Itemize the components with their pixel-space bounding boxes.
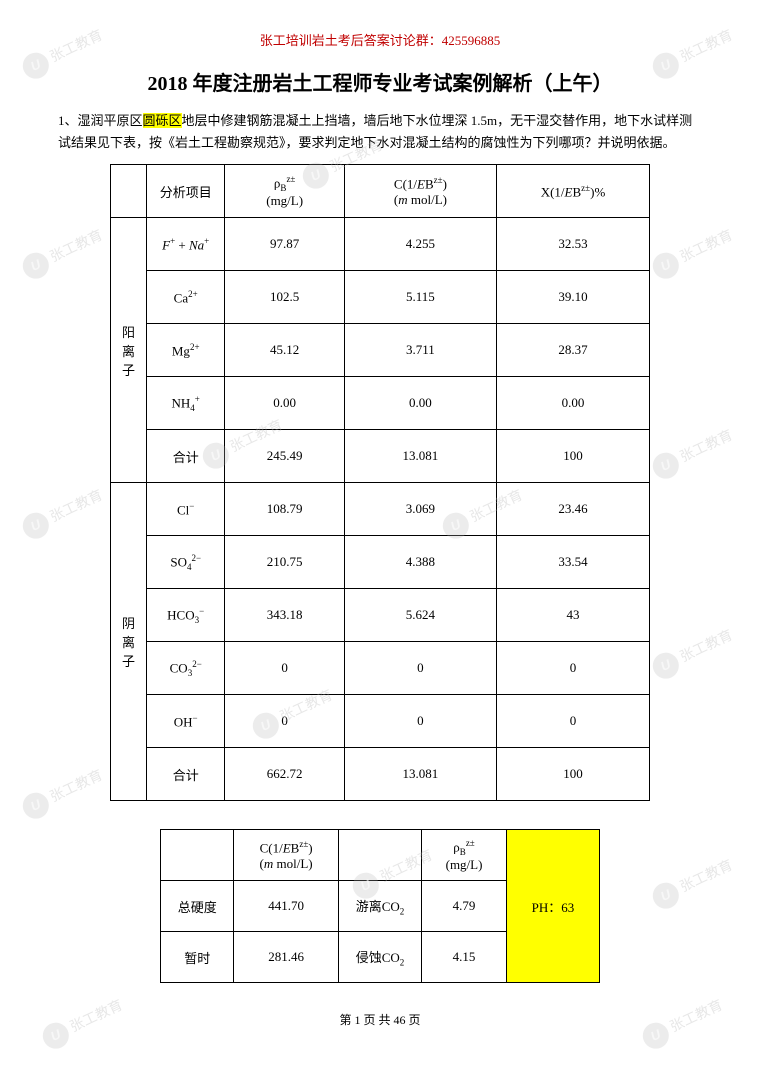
table-row: NH4+0.000.000.00 <box>111 377 650 430</box>
cell: 100 <box>497 430 650 483</box>
cell: 0.00 <box>497 377 650 430</box>
cell: 3.711 <box>344 324 496 377</box>
main-table: 分析项目 ρBz±(mg/L) C(1/EBz±)(m mol/L) X(1/E… <box>110 164 650 801</box>
cell: 43 <box>497 589 650 642</box>
cell: 441.70 <box>234 881 338 932</box>
cell: 97.87 <box>225 218 344 271</box>
question-text: 1、湿润平原区圆砾区地层中修建钢筋混凝土上挡墙，墙后地下水位埋深 1.5m，无干… <box>58 110 702 154</box>
cell: 210.75 <box>225 536 344 589</box>
cell: 100 <box>497 748 650 801</box>
cell: 0 <box>225 695 344 748</box>
table-row: 合计245.4913.081100 <box>111 430 650 483</box>
header-rho: ρBz±(mg/L) <box>225 165 344 218</box>
cell: 5.115 <box>344 271 496 324</box>
cell: 662.72 <box>225 748 344 801</box>
cell: 39.10 <box>497 271 650 324</box>
cell: 13.081 <box>344 430 496 483</box>
cell: 合计 <box>146 748 225 801</box>
cell: 0.00 <box>344 377 496 430</box>
cell: 343.18 <box>225 589 344 642</box>
table-row: 合计662.7213.081100 <box>111 748 650 801</box>
cell: 102.5 <box>225 271 344 324</box>
cell: Mg2+ <box>146 324 225 377</box>
cell: 游离CO2 <box>338 881 421 932</box>
cell: 3.069 <box>344 483 496 536</box>
blank-cell <box>338 830 421 881</box>
cell: HCO3− <box>146 589 225 642</box>
cell: 4.15 <box>422 932 507 983</box>
cell: 侵蚀CO2 <box>338 932 421 983</box>
question-prefix: 1、湿润平原区 <box>58 113 143 128</box>
cell: 23.46 <box>497 483 650 536</box>
table-row: Ca2+102.55.11539.10 <box>111 271 650 324</box>
cell: 4.79 <box>422 881 507 932</box>
page-footer: 第 1 页 共 46 页 <box>58 1011 702 1028</box>
ph-cell: PH：63 <box>506 830 599 983</box>
blank-cell <box>161 830 234 881</box>
table-row: C(1/EBz±)(m mol/L) ρBz±(mg/L) PH：63 <box>161 830 600 881</box>
question-highlight: 圆砾区 <box>143 113 182 128</box>
cell: F+ + Na+ <box>146 218 225 271</box>
cell: 108.79 <box>225 483 344 536</box>
table-row: 阳离子F+ + Na+97.874.25532.53 <box>111 218 650 271</box>
cell: 合计 <box>146 430 225 483</box>
cell: 总硬度 <box>161 881 234 932</box>
blank-cell <box>111 165 147 218</box>
cell: 32.53 <box>497 218 650 271</box>
cell: 4.388 <box>344 536 496 589</box>
table-row: Mg2+45.123.71128.37 <box>111 324 650 377</box>
cell: 45.12 <box>225 324 344 377</box>
cell: 245.49 <box>225 430 344 483</box>
document-page: 张工培训岩土考后答案讨论群：425596885 2018 年度注册岩土工程师专业… <box>0 0 760 1028</box>
cell: 13.081 <box>344 748 496 801</box>
cell: 5.624 <box>344 589 496 642</box>
cell: Ca2+ <box>146 271 225 324</box>
header-item: 分析项目 <box>146 165 225 218</box>
cell: CO32− <box>146 642 225 695</box>
cell: 0 <box>225 642 344 695</box>
cell: 0 <box>497 695 650 748</box>
cell: 4.255 <box>344 218 496 271</box>
header-c: C(1/EBz±)(m mol/L) <box>344 165 496 218</box>
header-c2: C(1/EBz±)(m mol/L) <box>234 830 338 881</box>
header-x: X(1/EBz±)% <box>497 165 650 218</box>
table-row: SO42−210.754.38833.54 <box>111 536 650 589</box>
cell: Cl− <box>146 483 225 536</box>
page-title: 2018 年度注册岩土工程师专业考试案例解析（上午） <box>58 67 702 96</box>
cell: 28.37 <box>497 324 650 377</box>
header-link: 张工培训岩土考后答案讨论群：425596885 <box>58 30 702 49</box>
table-row: 阴离子Cl−108.793.06923.46 <box>111 483 650 536</box>
cell: 0 <box>344 695 496 748</box>
cell: SO42− <box>146 536 225 589</box>
cell: 33.54 <box>497 536 650 589</box>
table-row: CO32−000 <box>111 642 650 695</box>
table-row: HCO3−343.185.62443 <box>111 589 650 642</box>
anion-label: 阴离子 <box>111 483 147 801</box>
cation-label: 阳离子 <box>111 218 147 483</box>
table-header-row: 分析项目 ρBz±(mg/L) C(1/EBz±)(m mol/L) X(1/E… <box>111 165 650 218</box>
header-rho2: ρBz±(mg/L) <box>422 830 507 881</box>
cell: OH− <box>146 695 225 748</box>
cell: NH4+ <box>146 377 225 430</box>
cell: 暂时 <box>161 932 234 983</box>
table-row: OH−000 <box>111 695 650 748</box>
cell: 281.46 <box>234 932 338 983</box>
cell: 0 <box>344 642 496 695</box>
secondary-table: C(1/EBz±)(m mol/L) ρBz±(mg/L) PH：63 总硬度 … <box>160 829 600 983</box>
cell: 0.00 <box>225 377 344 430</box>
cell: 0 <box>497 642 650 695</box>
